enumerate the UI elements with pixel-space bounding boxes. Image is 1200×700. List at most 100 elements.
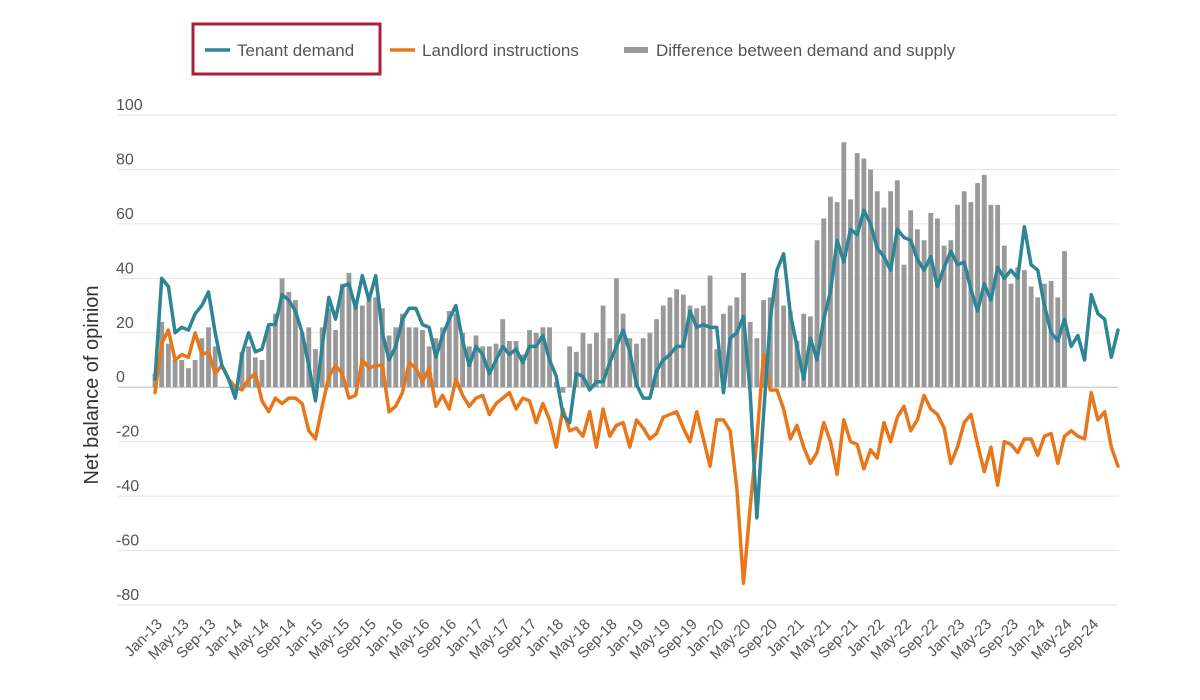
difference-bar bbox=[1035, 297, 1041, 388]
difference-bar bbox=[246, 346, 252, 388]
difference-bar bbox=[667, 297, 673, 388]
difference-bar bbox=[460, 332, 466, 388]
difference-bar bbox=[393, 327, 399, 388]
difference-bar bbox=[901, 264, 907, 388]
difference-bar bbox=[700, 305, 706, 388]
difference-bar bbox=[761, 300, 766, 388]
legend-label-tenant-demand: Tenant demand bbox=[237, 41, 354, 60]
legend: Tenant demand Landlord instructions Diff… bbox=[191, 22, 956, 76]
difference-bar bbox=[774, 278, 780, 388]
difference-bar bbox=[199, 338, 205, 388]
difference-bar bbox=[433, 338, 439, 388]
difference-bar bbox=[600, 305, 606, 388]
difference-bar bbox=[981, 174, 987, 388]
difference-bar bbox=[326, 308, 332, 388]
difference-bar bbox=[587, 343, 593, 388]
difference-bar bbox=[841, 142, 847, 388]
y-tick-label: 20 bbox=[116, 315, 134, 332]
difference-bar bbox=[1021, 270, 1027, 388]
difference-bar bbox=[272, 313, 278, 388]
difference-bar bbox=[660, 305, 666, 388]
difference-bar bbox=[647, 332, 653, 388]
legend-highlight-box bbox=[191, 22, 382, 76]
difference-bar bbox=[734, 297, 740, 388]
difference-bar bbox=[406, 327, 412, 388]
difference-bar bbox=[573, 351, 579, 388]
difference-bar bbox=[1015, 267, 1021, 388]
difference-bar bbox=[874, 191, 880, 388]
difference-bar bbox=[848, 199, 853, 388]
difference-bar bbox=[935, 218, 940, 388]
difference-bar bbox=[453, 313, 459, 388]
difference-bar bbox=[486, 346, 492, 388]
difference-bar bbox=[975, 183, 980, 388]
difference-bar bbox=[339, 283, 345, 388]
difference-bar bbox=[868, 169, 873, 388]
difference-bar bbox=[620, 313, 626, 388]
difference-bar bbox=[714, 349, 720, 388]
difference-bar bbox=[560, 387, 566, 393]
difference-bar bbox=[520, 354, 526, 388]
difference-bar bbox=[754, 338, 760, 388]
difference-bar bbox=[854, 153, 860, 388]
difference-bar bbox=[614, 278, 619, 388]
difference-bar bbox=[440, 327, 445, 388]
difference-bar bbox=[359, 305, 365, 388]
difference-bar bbox=[313, 349, 318, 388]
difference-bar bbox=[781, 305, 787, 388]
difference-bar bbox=[861, 158, 867, 388]
landlord-instructions-line bbox=[153, 328, 1120, 585]
difference-bar bbox=[480, 346, 486, 388]
difference-bar bbox=[948, 240, 954, 388]
difference-bar bbox=[379, 308, 385, 388]
difference-bars bbox=[152, 142, 1067, 393]
difference-bar bbox=[259, 360, 265, 388]
difference-bar bbox=[420, 330, 425, 388]
legend-label-landlord-instructions: Landlord instructions bbox=[422, 41, 579, 60]
difference-bar bbox=[413, 327, 419, 388]
difference-bar bbox=[540, 327, 546, 388]
difference-bar bbox=[366, 297, 372, 388]
difference-bar bbox=[293, 300, 298, 388]
difference-bar bbox=[908, 210, 914, 388]
difference-bar bbox=[593, 332, 599, 388]
difference-bar bbox=[580, 332, 586, 388]
x-axis-ticks: Jan-13May-13Sep-13Jan-14May-14Sep-14Jan-… bbox=[121, 616, 1102, 663]
series-lines bbox=[153, 208, 1120, 585]
difference-bar bbox=[634, 343, 639, 388]
difference-bar bbox=[219, 387, 225, 388]
difference-bar bbox=[921, 240, 927, 388]
difference-bar bbox=[165, 343, 171, 388]
difference-bar bbox=[894, 180, 900, 388]
difference-bar bbox=[687, 305, 693, 388]
difference-bar bbox=[814, 240, 820, 388]
tenant-demand-line bbox=[153, 208, 1120, 520]
difference-bar bbox=[627, 338, 633, 388]
difference-bar bbox=[1028, 286, 1034, 388]
difference-bar bbox=[179, 360, 185, 388]
difference-bar bbox=[807, 316, 813, 388]
difference-bar bbox=[707, 275, 713, 388]
difference-bar bbox=[212, 346, 218, 388]
difference-bar bbox=[928, 213, 934, 388]
difference-bar bbox=[353, 300, 359, 388]
difference-bar bbox=[1008, 283, 1014, 388]
y-tick-label: -20 bbox=[116, 424, 139, 441]
y-tick-label: -60 bbox=[116, 533, 139, 550]
y-tick-label: -80 bbox=[116, 587, 139, 604]
difference-bar bbox=[192, 360, 198, 388]
difference-bar bbox=[473, 335, 479, 388]
difference-bar bbox=[674, 289, 680, 388]
difference-bar bbox=[533, 332, 539, 388]
y-tick-label: 100 bbox=[116, 97, 143, 114]
difference-bar bbox=[226, 387, 231, 388]
difference-bar bbox=[787, 311, 793, 388]
y-tick-label: 60 bbox=[116, 206, 134, 223]
difference-bar bbox=[834, 202, 840, 388]
difference-bar bbox=[801, 313, 807, 388]
difference-bar bbox=[333, 330, 338, 388]
difference-bar bbox=[266, 327, 272, 388]
difference-bar bbox=[500, 319, 506, 388]
y-tick-label: 80 bbox=[116, 151, 134, 168]
